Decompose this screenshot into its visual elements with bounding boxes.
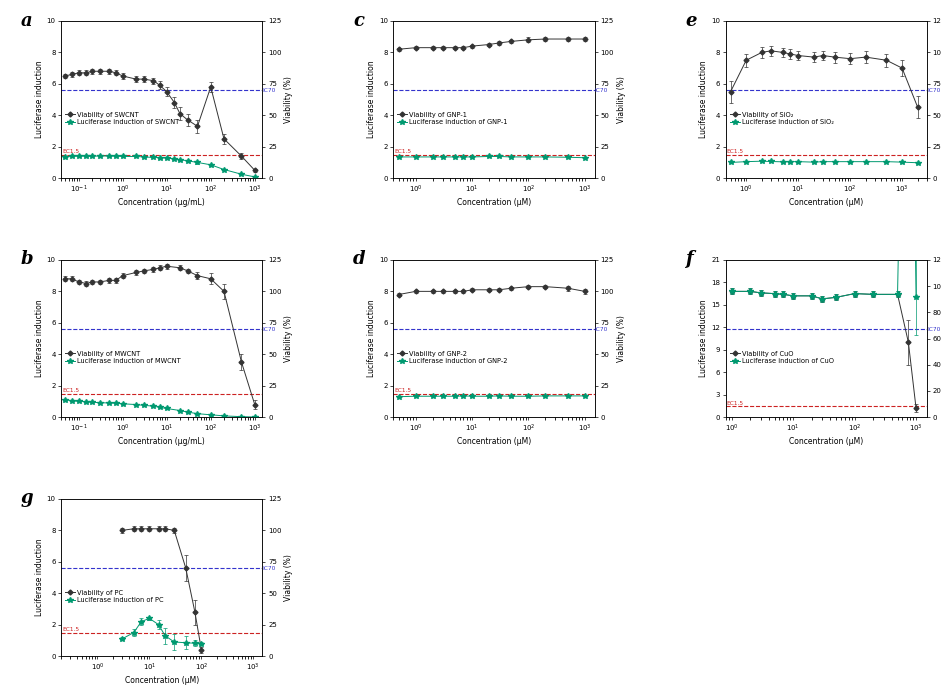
Text: IC70: IC70 <box>263 327 276 332</box>
Y-axis label: Viability (%): Viability (%) <box>284 554 294 601</box>
Legend: Viability of SiO₂, Luciferase induction of SiO₂: Viability of SiO₂, Luciferase induction … <box>729 111 835 126</box>
Legend: Viability of GNP-2, Luciferase induction of GNP-2: Viability of GNP-2, Luciferase induction… <box>397 350 508 365</box>
Y-axis label: Luciferase induction: Luciferase induction <box>367 299 376 378</box>
Y-axis label: Luciferase induction: Luciferase induction <box>35 539 44 616</box>
Text: IC70: IC70 <box>595 88 608 93</box>
Legend: Viability of SWCNT, Luciferase induction of SWCNT: Viability of SWCNT, Luciferase induction… <box>65 111 180 126</box>
Text: a: a <box>21 11 33 29</box>
Text: EC1.5: EC1.5 <box>394 149 411 154</box>
Legend: Viability of MWCNT, Luciferase induction of MWCNT: Viability of MWCNT, Luciferase induction… <box>65 350 182 365</box>
X-axis label: Concentration (μM): Concentration (μM) <box>457 198 531 207</box>
Text: e: e <box>685 11 696 29</box>
Text: IC70: IC70 <box>263 88 276 93</box>
X-axis label: Concentration (μM): Concentration (μM) <box>125 676 199 685</box>
Text: IC70: IC70 <box>263 565 276 570</box>
Y-axis label: Viability (%): Viability (%) <box>284 315 294 362</box>
Legend: Viability of PC, Luciferase induction of PC: Viability of PC, Luciferase induction of… <box>65 589 165 604</box>
Text: EC1.5: EC1.5 <box>62 627 79 632</box>
Text: EC1.5: EC1.5 <box>62 388 79 393</box>
X-axis label: Concentration (μg/mL): Concentration (μg/mL) <box>119 198 205 207</box>
Y-axis label: Viability (%): Viability (%) <box>616 315 626 362</box>
Legend: Viability of GNP-1, Luciferase induction of GNP-1: Viability of GNP-1, Luciferase induction… <box>397 111 508 126</box>
Y-axis label: Luciferase induction: Luciferase induction <box>699 61 709 138</box>
Y-axis label: Luciferase induction: Luciferase induction <box>367 61 376 138</box>
Text: EC1.5: EC1.5 <box>726 401 744 406</box>
Y-axis label: Viability (%): Viability (%) <box>284 76 294 123</box>
Text: d: d <box>353 251 366 269</box>
Text: f: f <box>685 251 693 269</box>
Text: IC70: IC70 <box>595 327 608 332</box>
Y-axis label: Luciferase induction: Luciferase induction <box>35 61 44 138</box>
Text: IC70: IC70 <box>927 88 940 93</box>
Y-axis label: Viability (%): Viability (%) <box>616 76 626 123</box>
Text: EC1.5: EC1.5 <box>62 149 79 154</box>
Text: IC70: IC70 <box>927 327 940 332</box>
Y-axis label: Luciferase induction: Luciferase induction <box>699 299 709 378</box>
Text: b: b <box>21 251 34 269</box>
X-axis label: Concentration (μM): Concentration (μM) <box>789 198 863 207</box>
Legend: Viability of CuO, Luciferase induction of CuO: Viability of CuO, Luciferase induction o… <box>729 350 835 365</box>
Y-axis label: Luciferase induction: Luciferase induction <box>35 299 44 378</box>
Text: EC1.5: EC1.5 <box>726 149 743 154</box>
X-axis label: Concentration (μM): Concentration (μM) <box>789 437 863 446</box>
X-axis label: Concentration (μg/mL): Concentration (μg/mL) <box>119 437 205 446</box>
X-axis label: Concentration (μM): Concentration (μM) <box>457 437 531 446</box>
Text: c: c <box>353 11 364 29</box>
Text: g: g <box>21 489 34 507</box>
Text: EC1.5: EC1.5 <box>394 388 411 393</box>
